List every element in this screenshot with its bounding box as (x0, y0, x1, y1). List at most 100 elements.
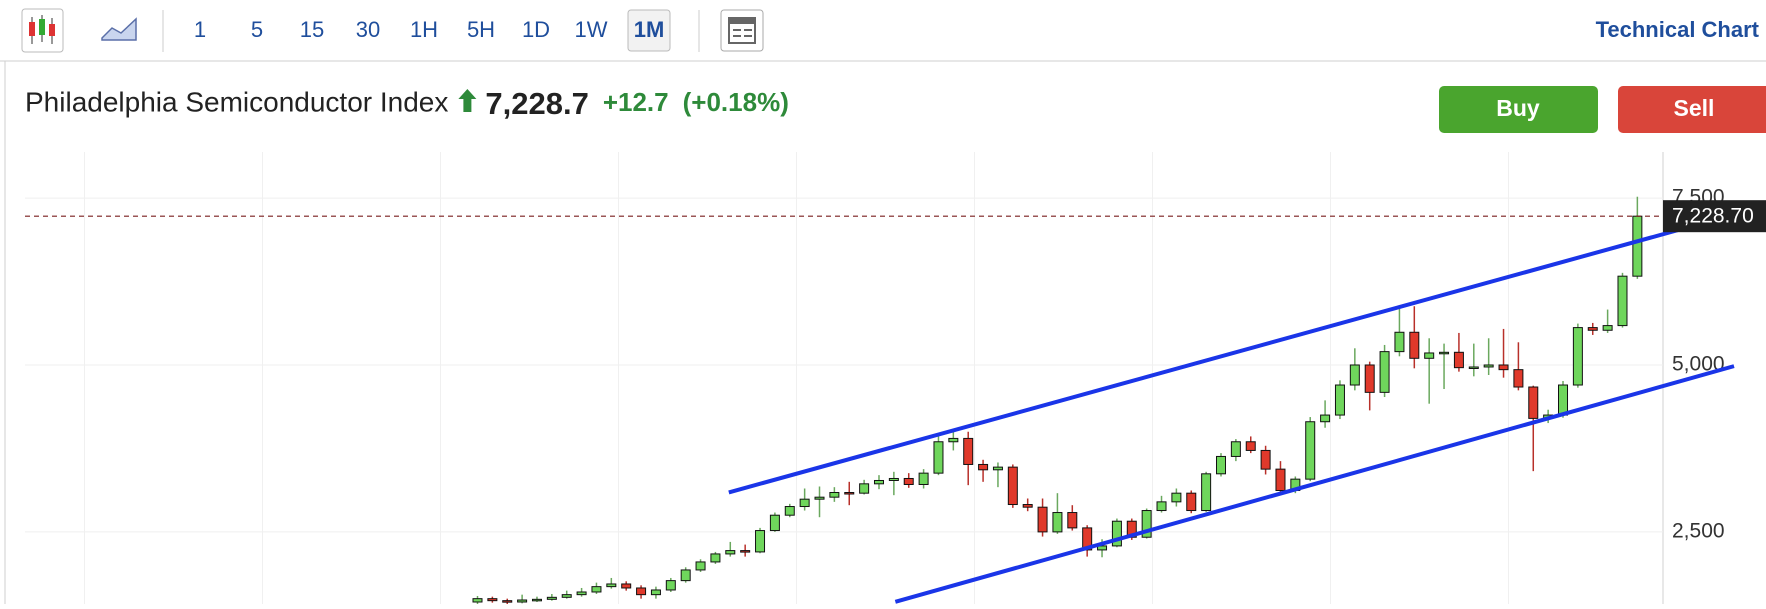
candle-body (888, 477, 899, 481)
candle-body (636, 587, 647, 596)
y-tick-label: 5,000 (1672, 353, 1725, 376)
candle-body (1201, 473, 1212, 512)
candle-body (1156, 501, 1167, 512)
candle-body (1186, 492, 1197, 512)
buy-button[interactable] (1439, 86, 1598, 133)
candle-body (472, 598, 483, 603)
interval-button[interactable]: 1D (522, 17, 550, 42)
candle-body (1364, 364, 1375, 393)
candle-body (799, 498, 810, 508)
candle-body (1453, 351, 1464, 369)
candle-body (740, 550, 751, 553)
candle-body (546, 596, 557, 600)
news-icon[interactable] (720, 9, 764, 52)
candle-body (621, 583, 632, 589)
candle-body (1052, 512, 1063, 533)
last-price-label: 7,228.70 (1672, 205, 1754, 228)
candle-body (1230, 441, 1241, 457)
change-percent: (+0.18%) (683, 87, 789, 117)
candle-body (873, 479, 884, 485)
candle-body (992, 466, 1003, 471)
instrument-name: Philadelphia Semiconductor Index (25, 86, 448, 117)
candle-body (1528, 386, 1539, 419)
candle-body (1216, 455, 1226, 475)
interval-button[interactable]: 15 (300, 17, 324, 42)
candle-body (1587, 327, 1598, 331)
up-arrow (458, 89, 477, 112)
candle-body (1171, 492, 1182, 503)
candle-body (1245, 441, 1256, 451)
candle-body (1022, 504, 1033, 508)
candle-body (650, 589, 661, 596)
candle-body (1111, 520, 1122, 547)
interval-button[interactable]: 5H (467, 17, 495, 42)
candle-body (769, 514, 780, 532)
candle-body (784, 506, 795, 516)
candle-body (1409, 331, 1420, 359)
candle-body (814, 496, 825, 500)
plot-background (25, 152, 1663, 604)
interval-button[interactable]: 1H (410, 17, 438, 42)
y-tick-label: 2,500 (1672, 519, 1725, 542)
price: 7,228.7 (485, 86, 588, 121)
candle-body (1067, 512, 1078, 529)
candle-body (1334, 384, 1345, 416)
interval-button[interactable]: 1M (634, 17, 665, 42)
candle-body (963, 437, 974, 465)
interval-button[interactable]: 5 (251, 17, 263, 42)
candle-body (1097, 545, 1108, 551)
candle-body (844, 492, 855, 495)
candle-body (933, 441, 944, 474)
interval-button[interactable]: 1 (194, 17, 206, 42)
trendline (728, 217, 1717, 495)
candle-body (1558, 384, 1569, 416)
candle-body (1379, 351, 1390, 393)
candle-body (1617, 275, 1628, 327)
candle-body (1632, 215, 1643, 277)
candle-icon[interactable] (21, 8, 64, 53)
candle-body (1424, 352, 1435, 359)
candle-body (755, 530, 766, 553)
interval-selected[interactable] (627, 9, 671, 52)
candle-body (502, 600, 513, 603)
candle-body (1141, 510, 1152, 538)
candle-body (1320, 414, 1331, 423)
candle-body (829, 492, 840, 498)
candle-body (1468, 366, 1479, 369)
candle-body (576, 591, 587, 596)
candle-body (1037, 506, 1048, 533)
candle-body (1007, 466, 1018, 506)
last-price-tag (1663, 200, 1766, 233)
candle-body (517, 599, 528, 603)
candle-body (695, 561, 706, 571)
candle-body (1498, 364, 1509, 371)
candle-body (1394, 331, 1405, 353)
candle-body (1349, 364, 1360, 386)
candle-body (918, 472, 929, 485)
candle-body (1439, 351, 1450, 355)
interval-button[interactable]: 1W (575, 17, 608, 42)
sell-label[interactable]: Sell (1674, 95, 1715, 121)
buy-label[interactable]: Buy (1496, 95, 1540, 121)
candle-body (903, 477, 914, 485)
candle-body (1602, 325, 1613, 331)
sell-button[interactable] (1618, 86, 1766, 133)
technical-chart-link[interactable]: Technical Chart (1596, 17, 1760, 42)
candle-body (859, 483, 870, 494)
line-icon[interactable] (101, 17, 137, 41)
candle-body (531, 598, 542, 602)
candle-body (591, 586, 602, 593)
candle-body (1572, 327, 1583, 386)
change: +12.7 (603, 87, 669, 117)
candle-body (1260, 449, 1271, 470)
candle-body (710, 553, 721, 563)
candle-body (1483, 364, 1494, 368)
candle-body (665, 580, 676, 591)
candle-body (487, 598, 498, 602)
interval-button[interactable]: 30 (356, 17, 380, 42)
candle-body (680, 569, 691, 582)
candle-body (978, 463, 989, 471)
candle-body (725, 550, 736, 555)
candle-body (561, 594, 572, 598)
